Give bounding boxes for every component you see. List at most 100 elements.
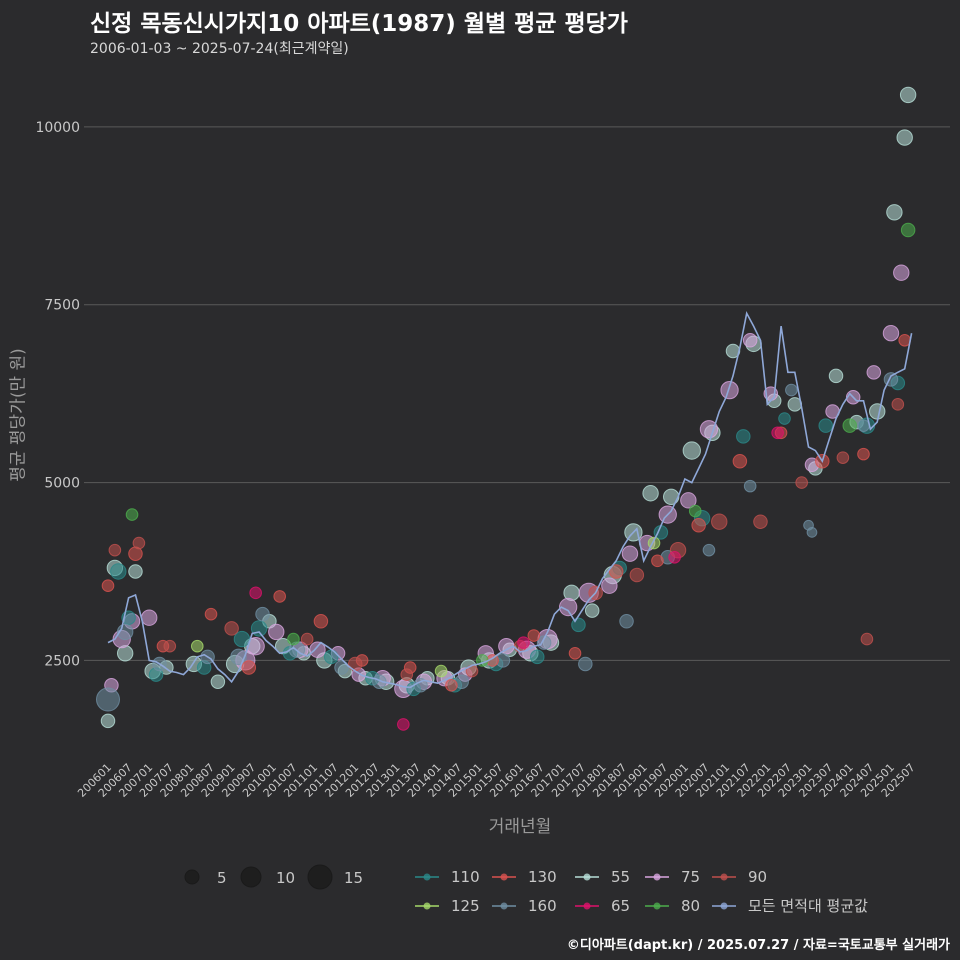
legend-dot-75 [653,873,661,881]
data-point-130 [204,607,218,621]
data-point-75 [141,609,158,626]
data-point-130 [608,564,624,579]
legend-label-110: 110 [451,868,480,886]
data-point-75 [268,623,285,641]
legend-label-160: 160 [528,897,557,915]
data-point-55 [682,441,701,460]
data-point-55 [584,603,600,618]
data-point-55 [642,485,659,502]
legend-label-65: 65 [611,897,630,915]
legend-label-80: 80 [681,897,700,915]
legend-label-75: 75 [681,868,700,886]
legend-label-90: 90 [748,868,767,886]
data-point-130 [445,679,458,692]
data-point-90 [132,536,146,550]
data-point-110 [530,649,545,665]
data-point-90 [711,513,728,530]
data-point-90 [629,567,645,583]
y-tick-label: 10000 [35,120,80,136]
y-tick-label: 2500 [44,653,80,669]
data-point-75 [309,641,326,658]
data-point-160 [578,656,593,672]
size-legend-label: 10 [276,869,295,887]
legend-dot-160 [500,902,508,910]
data-point-90 [163,639,177,653]
data-point-65 [397,718,410,731]
data-point-75 [621,545,639,562]
data-point-75 [699,420,719,439]
data-point-160 [785,383,798,397]
data-point-75 [559,597,578,617]
data-point-80 [900,222,916,238]
average-line [107,310,913,689]
data-point-80 [688,504,702,518]
data-point-55 [869,403,886,420]
data-point-110 [110,563,127,580]
data-point-110 [778,412,791,425]
data-point-90 [753,514,768,529]
x-axis-title: 거래년월 [489,817,552,837]
legend-dot-65 [583,902,591,910]
data-point-75 [866,365,882,380]
data-point-65 [771,426,784,440]
data-point-90 [836,451,850,464]
data-point-130 [273,590,287,603]
data-point-80 [125,508,139,521]
data-point-75 [893,264,910,281]
data-point-75 [601,577,618,594]
size-legend-symbol [240,866,262,888]
data-point-160 [619,614,634,629]
data-point-55 [896,129,913,146]
source-caption: ©디아파트(dapt.kr) / 2025.07.27 / 자료=국토교통부 실… [566,938,950,953]
data-point-90 [795,476,808,489]
data-point-160 [255,606,270,622]
legend-label-125: 125 [451,897,480,915]
data-point-65 [249,586,262,600]
data-point-160 [806,527,818,538]
legend-dot-110 [423,873,431,881]
data-point-160 [702,543,716,557]
data-point-90 [224,621,239,636]
data-point-160 [536,635,552,650]
data-point-110 [818,418,833,433]
data-point-130 [101,579,115,593]
data-point-55 [662,488,680,506]
data-point-80 [842,418,858,433]
size-legend-label: 15 [344,869,363,887]
data-point-130 [527,629,541,642]
data-point-90 [400,668,414,681]
data-point-130 [691,518,706,533]
data-point-125 [434,664,448,678]
legend-label-55: 55 [611,868,630,886]
size-legend-label: 5 [217,869,227,887]
legend-dot-55 [583,873,591,881]
data-point-110 [736,429,751,444]
chart-title: 신정 목동신시가지10 아파트(1987) 월별 평균 평당가 [90,11,628,37]
y-tick-label: 5000 [44,476,80,492]
data-point-75 [882,324,900,342]
data-point-160 [857,419,870,432]
data-point-130 [732,453,748,469]
data-point-130 [241,660,257,675]
data-point-55 [828,368,844,384]
data-point-90 [108,543,122,557]
data-point-90 [348,656,363,672]
data-point-130 [651,554,664,568]
data-point-90 [891,398,905,411]
data-point-90 [300,632,314,646]
data-point-160 [96,687,120,712]
data-point-55 [886,204,903,221]
data-point-125 [190,639,204,653]
legend-dot-모든 면적대 평균값 [720,902,728,910]
data-point-160 [334,660,349,675]
data-point-55 [210,674,226,690]
data-point-75 [246,637,265,656]
data-point-75 [720,380,739,400]
data-point-130 [857,447,870,461]
legend-dot-90 [720,873,728,881]
data-point-90 [860,632,874,646]
data-point-75 [680,492,697,509]
data-point-130 [313,614,329,629]
